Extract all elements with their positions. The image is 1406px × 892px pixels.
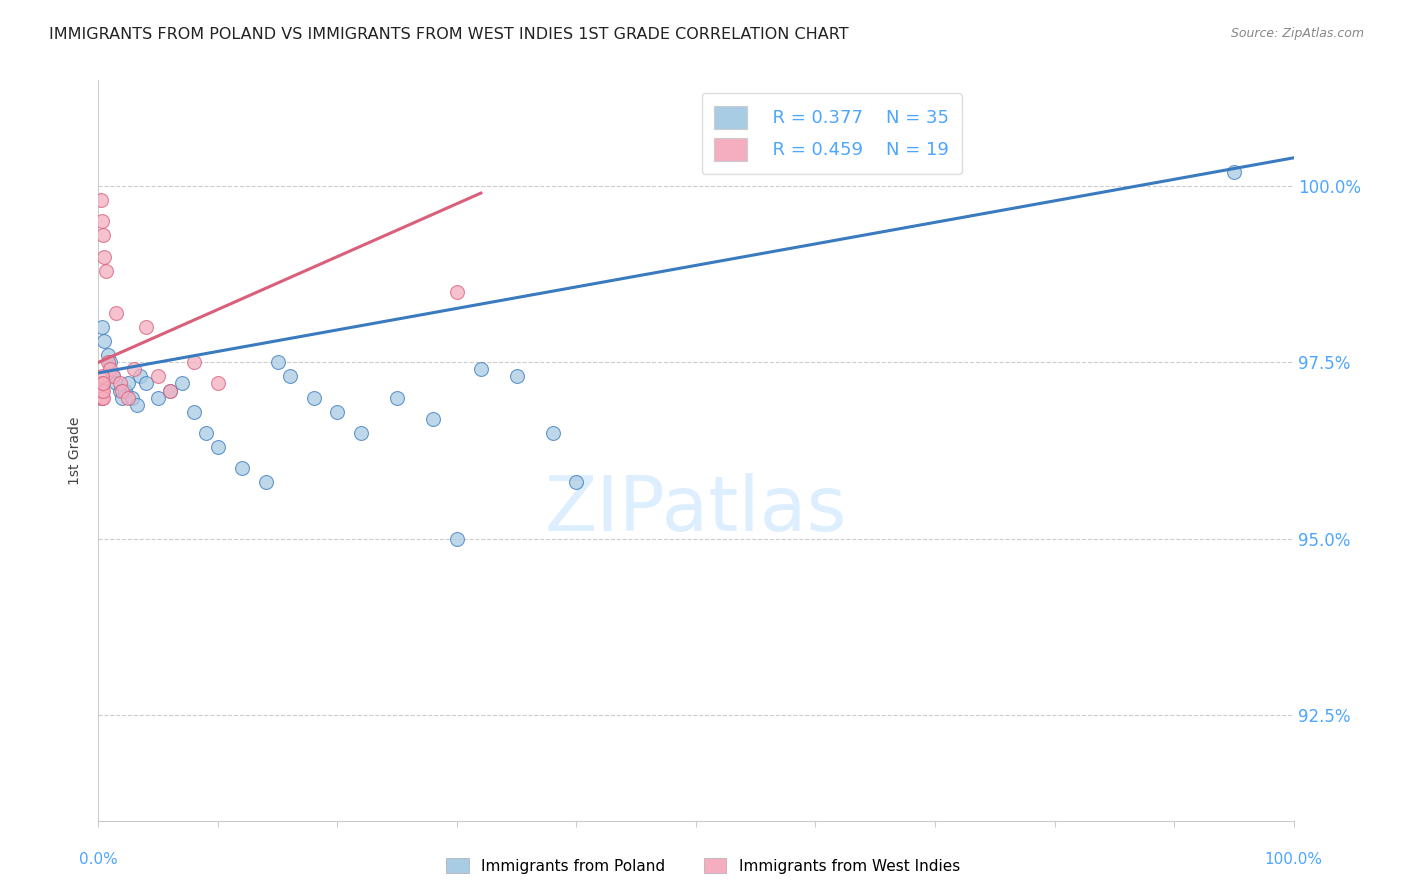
Point [91,376,114,391]
Point [124,362,146,376]
Point [385,391,409,405]
Point [90,391,112,405]
Point [93,334,115,348]
Point [93,250,115,264]
Point [1223,165,1246,179]
Point [422,411,444,425]
Point [91,214,114,228]
Point [231,461,253,475]
Point [117,391,139,405]
Point [326,405,349,419]
Point [94,263,117,277]
Point [129,369,152,384]
Text: ZIPatlas: ZIPatlas [544,473,848,547]
Point [90,193,112,207]
Point [105,376,128,391]
Point [350,425,373,440]
Legend:   R = 0.377    N = 35,   R = 0.459    N = 19: R = 0.377 N = 35, R = 0.459 N = 19 [702,93,962,174]
Point [111,391,134,405]
Point [91,384,114,398]
Point [135,320,157,334]
Text: 100.0%: 100.0% [1264,853,1323,867]
Point [91,369,114,384]
Point [148,391,170,405]
Point [446,285,468,299]
Point [91,376,114,391]
Point [121,391,143,405]
Point [108,376,131,391]
Y-axis label: 1st Grade: 1st Grade [69,417,83,484]
Point [159,384,181,398]
Point [254,475,277,490]
Point [302,391,325,405]
Point [91,384,114,398]
Point [135,376,157,391]
Point [172,376,194,391]
Point [565,475,588,490]
Point [91,320,114,334]
Point [195,425,218,440]
Point [91,228,114,243]
Point [97,355,120,369]
Point [90,384,112,398]
Point [148,369,170,384]
Point [91,391,114,405]
Text: Source: ZipAtlas.com: Source: ZipAtlas.com [1230,27,1364,40]
Point [207,440,229,454]
Point [117,376,139,391]
Point [183,405,205,419]
Point [278,369,301,384]
Point [506,369,529,384]
Point [111,384,134,398]
Point [91,391,114,405]
Point [541,425,564,440]
Point [159,384,181,398]
Point [90,376,112,391]
Point [101,369,124,384]
Point [446,532,468,546]
Point [98,355,122,369]
Point [105,306,128,320]
Point [267,355,290,369]
Point [98,362,122,376]
Point [114,384,136,398]
Point [183,355,205,369]
Point [470,362,492,376]
Text: IMMIGRANTS FROM POLAND VS IMMIGRANTS FROM WEST INDIES 1ST GRADE CORRELATION CHAR: IMMIGRANTS FROM POLAND VS IMMIGRANTS FRO… [49,27,849,42]
Point [97,348,120,362]
Point [207,376,229,391]
Text: 0.0%: 0.0% [79,853,118,867]
Point [125,398,148,412]
Legend: Immigrants from Poland, Immigrants from West Indies: Immigrants from Poland, Immigrants from … [440,852,966,880]
Point [108,384,131,398]
Point [101,369,124,384]
